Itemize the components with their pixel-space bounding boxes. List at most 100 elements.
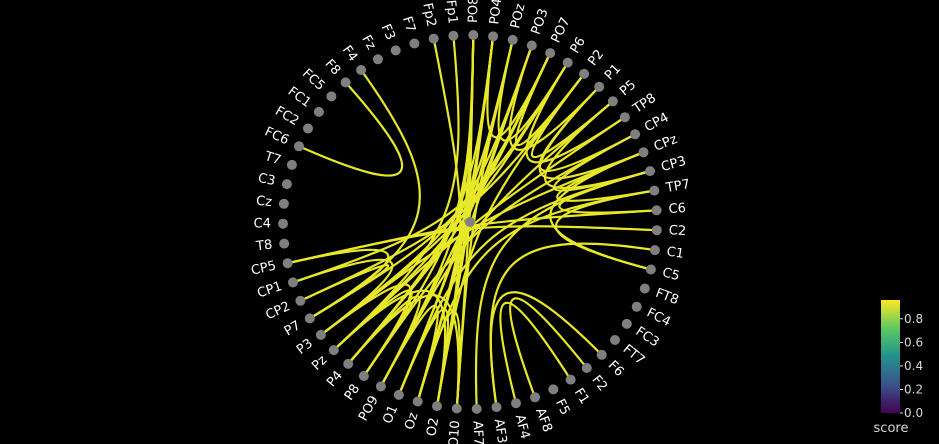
node-F7 (409, 38, 420, 49)
node-PO7 (545, 48, 556, 59)
node-F3 (390, 45, 401, 56)
colorbar-ticks: 0.0 0.2 0.4 0.6 0.8 (900, 312, 923, 420)
label-CP5: CP5 (250, 258, 278, 278)
node-P4 (343, 358, 354, 369)
node-FC3 (621, 318, 632, 329)
node-FT8 (639, 283, 650, 294)
colorbar-tick-label: 0.0 (904, 406, 923, 420)
edge-AF7-CP3 (474, 170, 652, 410)
node-CP3 (645, 166, 655, 177)
edge-P1-CP4 (538, 85, 637, 172)
node-FC2 (303, 123, 313, 134)
label-C5: C5 (661, 265, 682, 284)
label-CP4: CP4 (642, 110, 671, 135)
label-PO3: PO3 (529, 7, 552, 37)
node-AF4 (511, 398, 521, 409)
node-F2 (581, 363, 592, 373)
edge-PO4-PO7 (486, 35, 552, 139)
label-PO8: PO8 (466, 0, 481, 23)
label-Fp2: Fp2 (419, 2, 438, 28)
label-Cz: Cz (255, 194, 272, 210)
edge-F8-FC6 (297, 81, 404, 177)
node-Pz (328, 345, 339, 356)
colorbar-tick-label: 0.2 (904, 383, 923, 397)
label-CPz: CPz (652, 132, 680, 155)
node-C4 (278, 218, 288, 229)
node-CP1 (288, 277, 298, 288)
label-PO9: PO9 (356, 393, 382, 423)
label-FT8: FT8 (653, 286, 680, 308)
node-C3 (281, 179, 292, 190)
label-F2: F2 (588, 373, 610, 395)
label-F5: F5 (552, 397, 572, 418)
node-F6 (596, 349, 607, 360)
edge-CPz-C5 (549, 151, 652, 271)
edge-PO9-Oz (379, 304, 439, 403)
node-C5 (645, 264, 656, 275)
label-FC5: FC5 (299, 66, 327, 94)
node-PO3 (526, 40, 537, 51)
edge-AF3-C1 (489, 242, 656, 409)
label-POz: POz (508, 2, 528, 30)
edge-F2-AF8 (509, 297, 588, 399)
edge-Oz-O10 (416, 310, 461, 410)
node-POz (507, 34, 518, 45)
node-CP2 (295, 295, 306, 306)
node-C1 (649, 245, 660, 256)
colorbar-tick-label: 0.8 (904, 312, 923, 326)
label-T7: T7 (262, 149, 283, 169)
node-T7 (286, 159, 297, 170)
node-T8 (279, 238, 290, 249)
label-F7: F7 (399, 15, 418, 34)
node-P1 (594, 81, 605, 92)
node-C2 (651, 225, 662, 236)
node-P5 (607, 96, 618, 107)
label-FC6: FC6 (262, 124, 291, 148)
edge-P5-CP3 (544, 100, 652, 190)
label-P1: P1 (602, 61, 624, 83)
edge-P6-TP8 (525, 61, 626, 164)
edge-CP2-P7 (299, 264, 390, 320)
node-FC1 (313, 106, 324, 117)
node-AF3 (491, 402, 502, 413)
label-AF8: AF8 (532, 406, 555, 434)
label-Fp1: Fp1 (443, 0, 460, 24)
label-FT7: FT7 (620, 342, 648, 368)
label-F6: F6 (605, 358, 627, 380)
label-P5: P5 (617, 77, 639, 99)
label-C4: C4 (254, 216, 271, 231)
center-node (465, 217, 475, 227)
label-C2: C2 (668, 223, 686, 239)
edge-P2-P5 (530, 72, 614, 159)
label-AF3: AF3 (491, 418, 509, 444)
edge-F1-AF4 (499, 301, 572, 405)
colorbar-tick-label: 0.6 (904, 335, 923, 349)
label-FC1: FC1 (285, 84, 314, 111)
label-FC4: FC4 (644, 305, 673, 330)
edge-C2-CP5 (286, 225, 658, 265)
label-P4: P4 (324, 368, 346, 390)
node-Fz (372, 54, 383, 65)
label-Pz: Pz (309, 353, 330, 374)
node-O10 (451, 403, 462, 414)
node-PO4 (488, 31, 499, 42)
node-FC5 (326, 91, 337, 102)
node-P8 (358, 371, 369, 381)
label-O10: O10 (447, 420, 464, 444)
node-P7 (304, 313, 315, 324)
node-F1 (565, 374, 576, 385)
node-Fp1 (448, 30, 459, 41)
edge-P3-P8 (319, 283, 412, 378)
node-FC6 (294, 141, 304, 152)
label-FC2: FC2 (272, 104, 301, 129)
node-CPz (638, 147, 649, 158)
node-Fp2 (428, 33, 439, 44)
label-C6: C6 (668, 201, 686, 217)
label-O2: O2 (424, 417, 442, 438)
colorbar-title: score (874, 421, 909, 436)
node-P6 (562, 57, 573, 68)
node-PO9 (375, 381, 386, 392)
label-AF7: AF7 (470, 421, 486, 444)
